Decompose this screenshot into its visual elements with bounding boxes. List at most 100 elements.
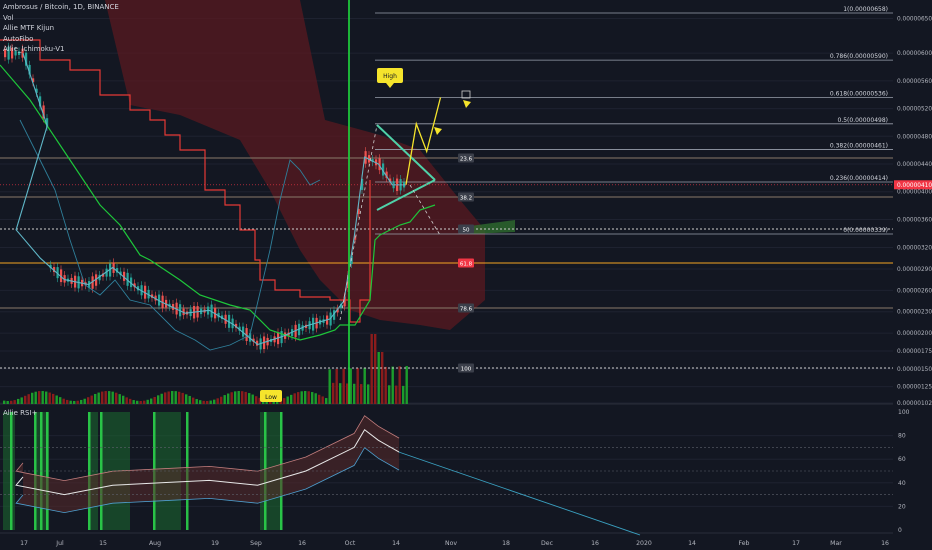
volume-bar: [381, 352, 384, 404]
triangle-lower: [376, 179, 436, 211]
candle: [4, 49, 7, 58]
candle: [39, 96, 42, 107]
candle: [357, 208, 360, 214]
volume-bar: [80, 399, 83, 404]
candle: [21, 48, 24, 58]
lagging-span-line: [19, 119, 321, 351]
candle: [217, 312, 220, 318]
y-tick-label: 0.00000175: [897, 349, 932, 355]
volume-bar: [311, 392, 314, 404]
rsi-tick-label: 40: [898, 480, 906, 487]
x-tick-label: Nov: [445, 540, 457, 547]
volume-bar: [13, 400, 16, 404]
volume-bar: [17, 398, 20, 404]
x-tick-label: Dec: [541, 540, 554, 547]
volume-bar: [118, 394, 121, 404]
volume-bar: [209, 400, 212, 404]
volume-bar: [318, 394, 321, 404]
volume-bar: [188, 395, 191, 404]
volume-bar: [384, 366, 387, 404]
kijun-red-line: [0, 39, 371, 323]
volume-bar: [328, 369, 331, 404]
y-tick-label: 0.00000230: [897, 310, 932, 316]
low-marker-label: Low: [265, 394, 277, 401]
volume-bar: [283, 398, 286, 404]
candle: [105, 268, 108, 277]
volume-bar: [335, 369, 338, 404]
price-line: [15, 53, 406, 346]
candle: [32, 78, 35, 83]
cloud-green-area: [470, 220, 515, 234]
x-tick-label: Oct: [345, 540, 356, 547]
markers: High Low: [260, 68, 403, 402]
candle: [235, 323, 238, 328]
volume-bar: [48, 392, 51, 404]
fib-label: 0.382(0.00000461): [830, 142, 888, 149]
retracement-tag-box: [458, 153, 474, 163]
indicator-volume[interactable]: Vol: [3, 13, 14, 22]
volume-bar: [34, 391, 37, 404]
volume-bar: [370, 334, 373, 404]
rsi-tick-label: 80: [898, 433, 906, 440]
candle: [46, 118, 49, 127]
candle: [130, 277, 133, 288]
volume-bar: [129, 398, 132, 404]
candle: [224, 314, 227, 324]
fib-label: 0.618(0.00000536): [830, 91, 888, 98]
volume-bar: [62, 398, 65, 404]
x-tick-label: 18: [502, 540, 510, 547]
volume-bar: [192, 397, 195, 404]
fib-levels: 1(0.00000658) 0.786(0.00000590) 0.618(0.00…: [0, 6, 893, 373]
candle: [60, 269, 63, 283]
y-tick-label: 0.00000520: [897, 107, 932, 113]
fib-label: 0.5(0.00000498): [838, 117, 889, 124]
volume-bar: [276, 400, 279, 404]
volume-bar: [342, 368, 345, 404]
candle: [245, 328, 248, 341]
x-tick-label: 14: [688, 540, 696, 547]
volume-bar: [290, 394, 293, 404]
candle: [49, 264, 52, 269]
volume-bar: [139, 400, 142, 404]
volume-bar: [41, 391, 44, 404]
y-tick-label: 0.00000400: [897, 190, 932, 196]
indicator-kijun[interactable]: Allie MTF Kijun: [3, 24, 55, 32]
volume-bar: [405, 365, 408, 404]
x-tick-label: 19: [211, 540, 219, 547]
price-axis-bg: [893, 0, 932, 550]
candle: [210, 304, 213, 318]
y-tick-label: 0.00000360: [897, 217, 932, 223]
volume-bar: [297, 392, 300, 404]
retracement-tag-box: [458, 258, 474, 268]
volume-bar: [304, 391, 307, 404]
volume-bar: [220, 396, 223, 404]
candle: [123, 271, 126, 281]
volume-bar: [59, 397, 62, 404]
rsi-indicator-label[interactable]: Allie RSI+: [3, 409, 38, 417]
volume-bar: [76, 400, 79, 404]
rsi-trend-line: [398, 451, 641, 536]
candle: [63, 275, 66, 283]
rsi-line: [15, 428, 400, 496]
retracement-tag-box: [458, 363, 474, 373]
y-tick-label: 0.00000200: [897, 331, 932, 337]
volume-bar: [374, 334, 377, 404]
projection-arrow-2: [463, 100, 471, 108]
indicator-ichimoku[interactable]: Allie_Ichimoku-V1: [3, 45, 65, 53]
candle: [214, 307, 217, 319]
volume-bar: [83, 398, 86, 404]
volume-bar: [157, 395, 160, 404]
volume-bar: [360, 384, 363, 404]
candle: [56, 267, 59, 279]
x-tick-label: Aug: [149, 540, 161, 547]
high-marker-pointer: [386, 83, 394, 88]
current-price-badge: [894, 180, 932, 190]
candle: [221, 315, 224, 320]
y-tick-label: 0.00000650: [897, 17, 932, 23]
volume-bar: [346, 383, 349, 404]
volume-bar: [101, 391, 104, 404]
volume-bar: [66, 399, 69, 404]
candle: [340, 303, 343, 309]
indicator-autofibo[interactable]: AutoFibo: [3, 34, 34, 43]
